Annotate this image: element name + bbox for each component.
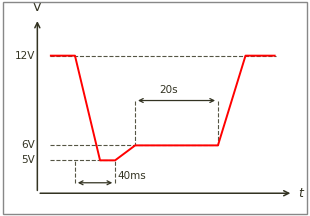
Text: 40ms: 40ms: [117, 171, 146, 181]
Text: 20s: 20s: [160, 85, 178, 95]
Text: 12V: 12V: [15, 51, 35, 61]
Text: t: t: [298, 187, 303, 200]
Text: V: V: [33, 1, 42, 14]
Text: 6V: 6V: [21, 140, 35, 150]
Text: 5V: 5V: [21, 155, 35, 165]
